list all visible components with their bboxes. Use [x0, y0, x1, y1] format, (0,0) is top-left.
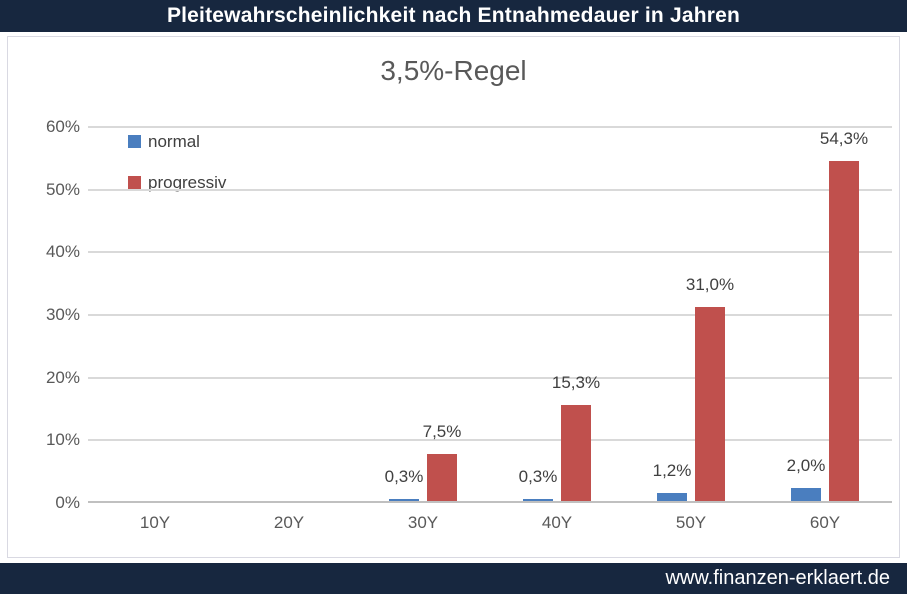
x-axis-tick-label: 50Y [675, 513, 707, 532]
bar-progressiv-40Y [561, 405, 591, 501]
gridline [88, 126, 892, 128]
x-axis-tick-label: 30Y [407, 513, 439, 532]
legend: normal progressiv [128, 129, 226, 195]
bar-progressiv-60Y [829, 160, 859, 501]
data-label-progressiv-30Y: 7,5% [422, 422, 462, 441]
data-label-progressiv-60Y: 54,3% [819, 128, 869, 148]
footer-banner: www.finanzen-erklaert.de [0, 563, 907, 594]
gridline [88, 314, 892, 316]
legend-swatch-normal-icon [128, 135, 141, 148]
x-axis-tick-label: 20Y [273, 513, 305, 532]
chart-title-banner: Pleitewahrscheinlichkeit nach Entnahmeda… [0, 0, 907, 32]
x-axis-tick-label: 10Y [139, 513, 171, 532]
chart-subtitle: 3,5%-Regel [380, 55, 527, 86]
data-label-progressiv-40Y: 15,3% [551, 373, 601, 393]
gridline [88, 439, 892, 442]
x-axis-tick-label: 40Y [541, 513, 573, 532]
legend-item-progressiv: progressiv [128, 170, 226, 195]
website-url: www.finanzen-erklaert.de [665, 567, 890, 589]
bar-progressiv-30Y [427, 454, 457, 501]
legend-label-progressiv: progressiv [148, 172, 227, 192]
bar-progressiv-50Y [695, 306, 725, 501]
bar-normal-60Y [791, 488, 821, 501]
bar-normal-30Y [389, 499, 419, 501]
data-label-normal-30Y: 0,3% [384, 467, 424, 487]
chart-title: Pleitewahrscheinlichkeit nach Entnahmeda… [166, 4, 741, 27]
legend-item-normal: normal [128, 129, 226, 154]
data-label-normal-50Y: 1,2% [652, 461, 692, 481]
gridline [88, 188, 892, 191]
x-axis: 10Y 20Y 30Y 40Y 50Y 60Y [88, 513, 892, 543]
data-label-progressiv-50Y: 31,0% [685, 274, 735, 294]
legend-swatch-progressiv-icon [128, 176, 141, 189]
legend-label-normal: normal [148, 131, 200, 151]
gridline [88, 376, 892, 379]
data-label-normal-60Y: 2,0% [786, 456, 826, 476]
plot-area: normal progressiv 0,3% 7,5% 0,3% 15,3% 1,2% 3… [88, 126, 892, 503]
bar-normal-40Y [523, 499, 553, 501]
gridline [88, 251, 892, 254]
data-label-normal-40Y: 0,3% [518, 467, 558, 487]
bar-normal-50Y [657, 493, 687, 501]
x-axis-tick-label: 60Y [809, 513, 841, 532]
